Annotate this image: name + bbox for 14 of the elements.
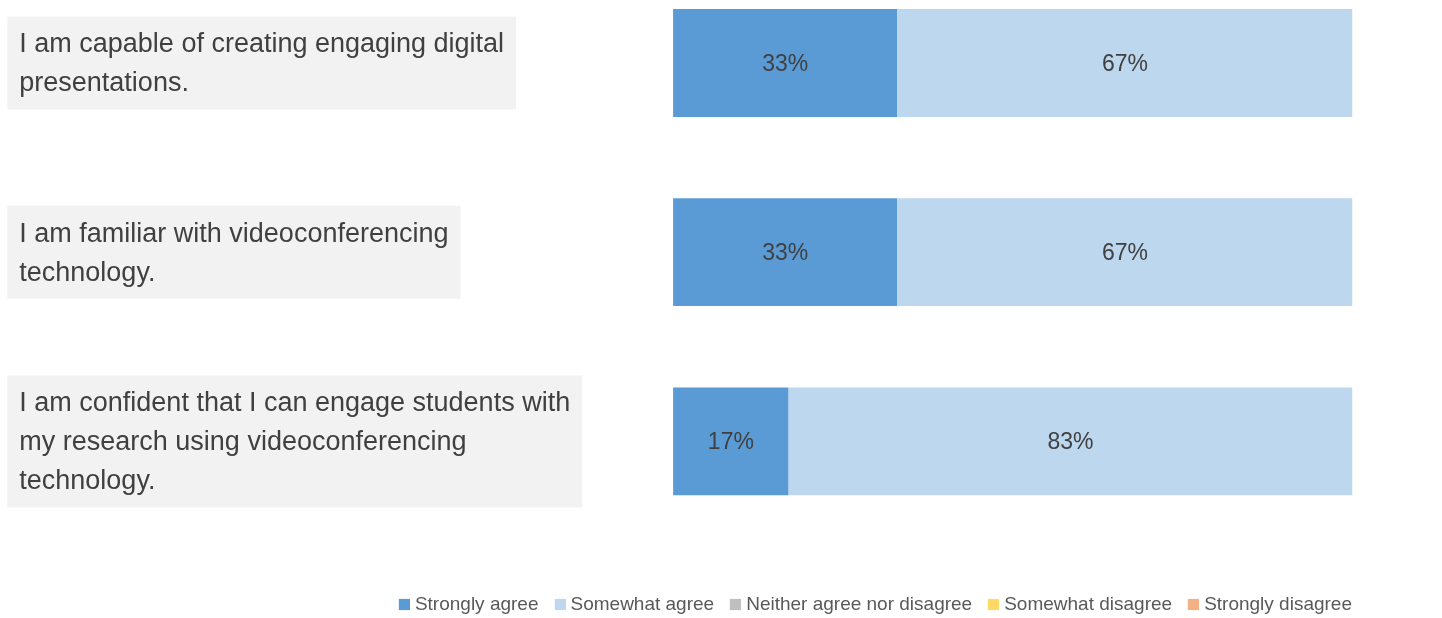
data-label: 67% (1101, 239, 1148, 266)
legend-label: Neither agree nor disagree (746, 593, 973, 615)
data-label: 33% (762, 49, 809, 76)
y-tick-label: I am capable of creating engaging digital presentations. (19, 28, 505, 98)
data-label: 67% (1101, 49, 1148, 76)
data-label: 33% (762, 239, 809, 266)
data-label: 83% (1047, 428, 1094, 455)
data-label: 17% (707, 428, 754, 455)
y-tick-label: I am confident that I can engage students with my research using videoconferencing technology. (19, 387, 571, 496)
legend-label: Strongly disagree (1204, 593, 1352, 615)
legend-label: Somewhat agree (570, 593, 715, 615)
legend-label: Somewhat disagree (1004, 593, 1173, 615)
y-tick-label: I am familiar with videoconferencing technology. (19, 217, 449, 287)
legend-label: Strongly agree (414, 593, 539, 615)
